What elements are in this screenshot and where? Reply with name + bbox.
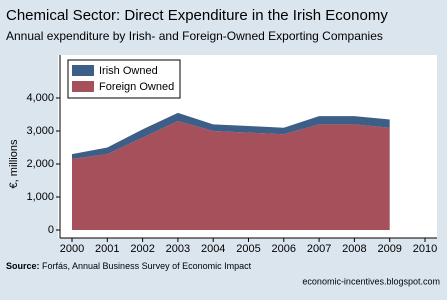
- y-axis-label: €, millions: [8, 139, 20, 188]
- y-tick-label: 1,000: [26, 191, 54, 203]
- x-tick-label: 2001: [95, 243, 119, 255]
- area: [72, 121, 390, 230]
- x-tick-label: 2004: [201, 243, 225, 255]
- x-tick-label: 2007: [307, 243, 331, 255]
- chart-subtitle: Annual expenditure by Irish- and Foreign…: [6, 29, 383, 43]
- y-tick-label: 2,000: [26, 158, 54, 170]
- chart-title: Chemical Sector: Direct Expenditure in t…: [6, 7, 388, 24]
- x-tick-label: 2000: [60, 243, 84, 255]
- credit: economic-incentives.blogspot.com: [302, 276, 440, 286]
- source-label: Source:: [6, 261, 40, 271]
- legend-swatch: [72, 65, 94, 76]
- legend-swatch: [72, 81, 94, 92]
- x-tick-label: 2008: [342, 243, 366, 255]
- y-tick-label: 0: [48, 224, 54, 236]
- x-tick-label: 2003: [166, 243, 190, 255]
- x-tick-label: 2005: [236, 243, 260, 255]
- x-tick-label: 2010: [413, 243, 437, 255]
- area: [72, 112, 390, 160]
- x-tick-label: 2006: [272, 243, 296, 255]
- legend-label: Irish Owned: [99, 65, 158, 77]
- source-text: Forfás, Annual Business Survey of Econom…: [40, 261, 252, 271]
- x-tick-label: 2002: [130, 243, 154, 255]
- source-note: Source: Forfás, Annual Business Survey o…: [6, 261, 252, 271]
- y-tick-label: 4,000: [26, 92, 54, 104]
- y-tick-label: 3,000: [26, 125, 54, 137]
- x-tick-label: 2009: [377, 243, 401, 255]
- legend-label: Foreign Owned: [99, 81, 174, 93]
